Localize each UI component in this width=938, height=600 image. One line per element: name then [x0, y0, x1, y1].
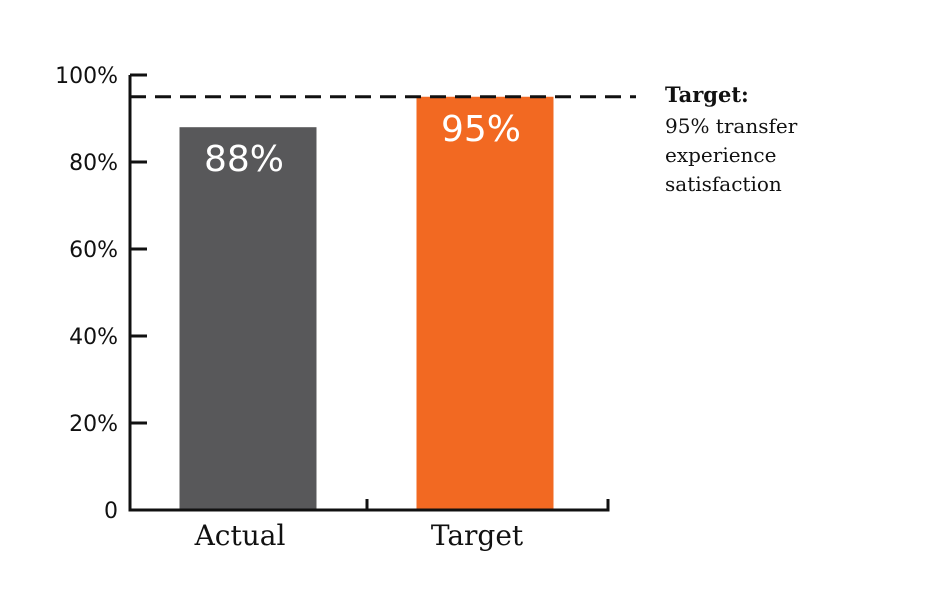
y-tick-label: 100%	[55, 64, 118, 89]
bar-target	[416, 96, 554, 510]
y-tick-label: 80%	[69, 151, 118, 176]
x-label-actual: Actual	[194, 519, 286, 552]
y-tick-label: 20%	[69, 412, 118, 437]
annotation-line-2: experience	[665, 143, 776, 167]
bar-actual	[179, 127, 317, 510]
x-labels-group: Actual Target	[194, 519, 524, 552]
annotation-line-3: satisfaction	[665, 172, 782, 196]
bar-labels-group: 88% 95%	[204, 109, 521, 180]
y-tick-label: 60%	[69, 238, 118, 263]
y-ticks-group: 0 20% 40% 60% 80% 100%	[55, 64, 147, 524]
annotation-line-1: 95% transfer	[665, 114, 798, 138]
y-tick-label: 40%	[69, 325, 118, 350]
axes-group	[128, 75, 610, 512]
bars-group	[179, 96, 554, 510]
annotation-title: Target:	[665, 82, 749, 107]
x-label-target: Target	[431, 519, 524, 552]
y-tick-label: 0	[104, 499, 118, 524]
target-annotation: Target: 95% transfer experience satisfac…	[665, 82, 798, 196]
bar-value-label-actual: 88%	[204, 139, 284, 180]
bar-value-label-target: 95%	[441, 109, 521, 150]
